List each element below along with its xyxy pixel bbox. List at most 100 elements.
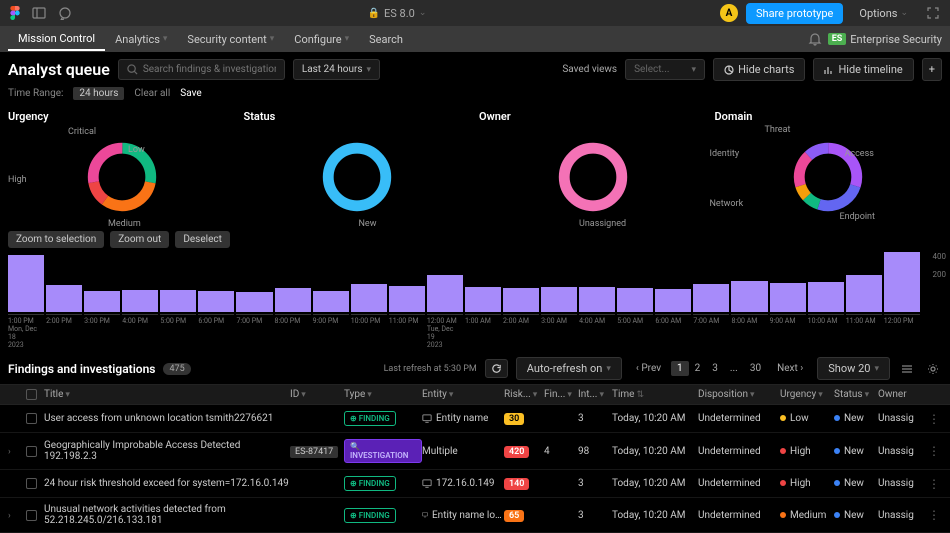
timeline-bar[interactable] <box>160 290 196 313</box>
search-box[interactable] <box>118 59 285 80</box>
timeline-bar[interactable] <box>8 255 44 312</box>
page-2[interactable]: 2 <box>689 361 707 376</box>
timeline-bar[interactable] <box>351 284 387 312</box>
prev-page[interactable]: ‹ Prev <box>630 361 667 376</box>
col-urgency[interactable]: Urgency▾ <box>780 389 834 400</box>
col-type[interactable]: Type▾ <box>344 389 422 400</box>
save-link[interactable]: Save <box>180 88 201 99</box>
deselect-button[interactable]: Deselect <box>175 231 230 248</box>
settings-icon[interactable] <box>924 360 942 378</box>
time-range-select[interactable]: Last 24 hours▾ <box>293 59 380 80</box>
timeline-bar[interactable] <box>122 290 158 312</box>
nav-item-configure[interactable]: Configure ▾ <box>284 28 359 51</box>
row-disposition: Undetermined <box>698 446 780 457</box>
row-checkbox[interactable] <box>26 413 37 424</box>
col-status[interactable]: Status▾ <box>834 389 878 400</box>
es-label: Enterprise Security <box>850 33 942 46</box>
timeline-bar[interactable] <box>198 291 234 312</box>
timeline-bar[interactable] <box>693 284 729 312</box>
timeline-tick: 9:00 PM <box>313 314 349 349</box>
timeline-bar[interactable] <box>313 291 349 312</box>
timeline-bar[interactable] <box>389 286 425 312</box>
col-findings[interactable]: Fin...▾ <box>544 389 578 400</box>
page-3[interactable]: 3 <box>706 361 724 376</box>
hide-timeline-button[interactable]: Hide timeline <box>813 58 913 81</box>
timeline-bar[interactable] <box>617 288 653 312</box>
row-actions-icon[interactable]: ⋮ <box>928 444 940 458</box>
timeline-bar[interactable] <box>884 252 920 312</box>
refresh-button[interactable] <box>485 359 508 378</box>
timeline-bar[interactable] <box>541 287 577 313</box>
row-actions-icon[interactable]: ⋮ <box>928 412 940 426</box>
page-1[interactable]: 1 <box>671 361 689 376</box>
expand-row-icon[interactable]: › <box>8 511 11 521</box>
share-prototype-button[interactable]: Share prototype <box>746 3 843 24</box>
col-disposition[interactable]: Disposition▾ <box>698 389 780 400</box>
chevron-down-icon[interactable]: ⌄ <box>419 8 427 18</box>
table-row[interactable]: ›Geographically Improbable Access Detect… <box>0 433 950 470</box>
hide-charts-button[interactable]: Hide charts <box>713 58 805 81</box>
nav-item-security-content[interactable]: Security content ▾ <box>177 28 284 51</box>
timeline-tick: 8:00 PM <box>275 314 311 349</box>
table-row[interactable]: User access from unknown location tsmith… <box>0 405 950 433</box>
timeline-bar[interactable] <box>579 287 615 313</box>
table-row[interactable]: ›Unusual network activities detected fro… <box>0 498 950 533</box>
row-checkbox[interactable] <box>26 446 37 457</box>
saved-views-select[interactable]: Select...▾ <box>625 59 705 80</box>
col-time[interactable]: Time⇅ <box>612 389 698 400</box>
search-input[interactable] <box>143 64 276 75</box>
page-...[interactable]: ... <box>724 361 744 376</box>
table-row[interactable]: 24 hour risk threshold exceed for system… <box>0 470 950 498</box>
col-id[interactable]: ID▾ <box>290 389 344 400</box>
zoom-out-button[interactable]: Zoom out <box>110 231 169 248</box>
timeline-tick: 10:00 AM <box>808 314 844 349</box>
col-owner[interactable]: Owner <box>878 389 928 400</box>
row-actions-icon[interactable]: ⋮ <box>928 477 940 491</box>
row-checkbox[interactable] <box>26 510 37 521</box>
col-entity[interactable]: Entity▾ <box>422 389 504 400</box>
zoom-selection-button[interactable]: Zoom to selection <box>8 231 104 248</box>
comment-icon[interactable] <box>56 4 74 22</box>
expand-row-icon[interactable]: › <box>8 447 11 457</box>
timeline-bar[interactable] <box>275 288 311 312</box>
notification-icon[interactable] <box>806 30 824 48</box>
col-int[interactable]: Int...▾ <box>578 389 612 400</box>
row-owner: Unassig <box>878 510 928 521</box>
col-risk[interactable]: Risk...▾ <box>504 389 544 400</box>
timeline-bar[interactable] <box>46 285 82 312</box>
row-checkbox[interactable] <box>26 478 37 489</box>
timeline-bar[interactable] <box>770 283 806 312</box>
timeline-tick: 1:00 PMMon, Dec 182023 <box>8 314 44 349</box>
sidebar-toggle-icon[interactable] <box>30 4 48 22</box>
page-30[interactable]: 30 <box>744 361 767 376</box>
nav-item-analytics[interactable]: Analytics ▾ <box>105 28 177 51</box>
timeline-bar[interactable] <box>465 287 501 313</box>
select-all-checkbox[interactable] <box>26 389 37 400</box>
timeline-bar[interactable] <box>236 292 272 312</box>
timeline-bar[interactable] <box>427 275 463 312</box>
nav-item-mission-control[interactable]: Mission Control <box>8 28 105 51</box>
timeline-bar[interactable] <box>731 281 767 312</box>
add-panel-button[interactable]: + <box>922 58 942 81</box>
timeline-bar[interactable] <box>503 288 539 312</box>
clear-all-link[interactable]: Clear all <box>134 88 170 99</box>
timeline-bar[interactable] <box>655 289 691 312</box>
timeline-bar[interactable] <box>84 291 120 312</box>
main-nav: Mission ControlAnalytics ▾Security conte… <box>0 26 950 52</box>
timeline-tick: 7:00 PM <box>236 314 272 349</box>
donut-charts-row: UrgencyCriticalLowHighMediumStatusNewOwn… <box>0 106 950 227</box>
row-owner: Unassig <box>878 446 928 457</box>
time-range-pill[interactable]: 24 hours <box>73 87 124 100</box>
auto-refresh-select[interactable]: Auto-refresh on▾ <box>516 357 622 380</box>
row-entity: Entity name <box>422 413 504 424</box>
page-size-select[interactable]: Show 20▾ <box>817 357 890 380</box>
columns-icon[interactable] <box>898 360 916 378</box>
col-title[interactable]: Title▾ <box>44 389 290 400</box>
options-button[interactable]: Options⌄ <box>851 3 916 24</box>
nav-item-search[interactable]: Search <box>359 28 413 51</box>
next-page[interactable]: Next › <box>771 361 809 376</box>
timeline-bar[interactable] <box>808 282 844 312</box>
expand-icon[interactable] <box>924 4 942 22</box>
timeline-bar[interactable] <box>846 275 882 312</box>
avatar[interactable]: A <box>720 4 738 22</box>
